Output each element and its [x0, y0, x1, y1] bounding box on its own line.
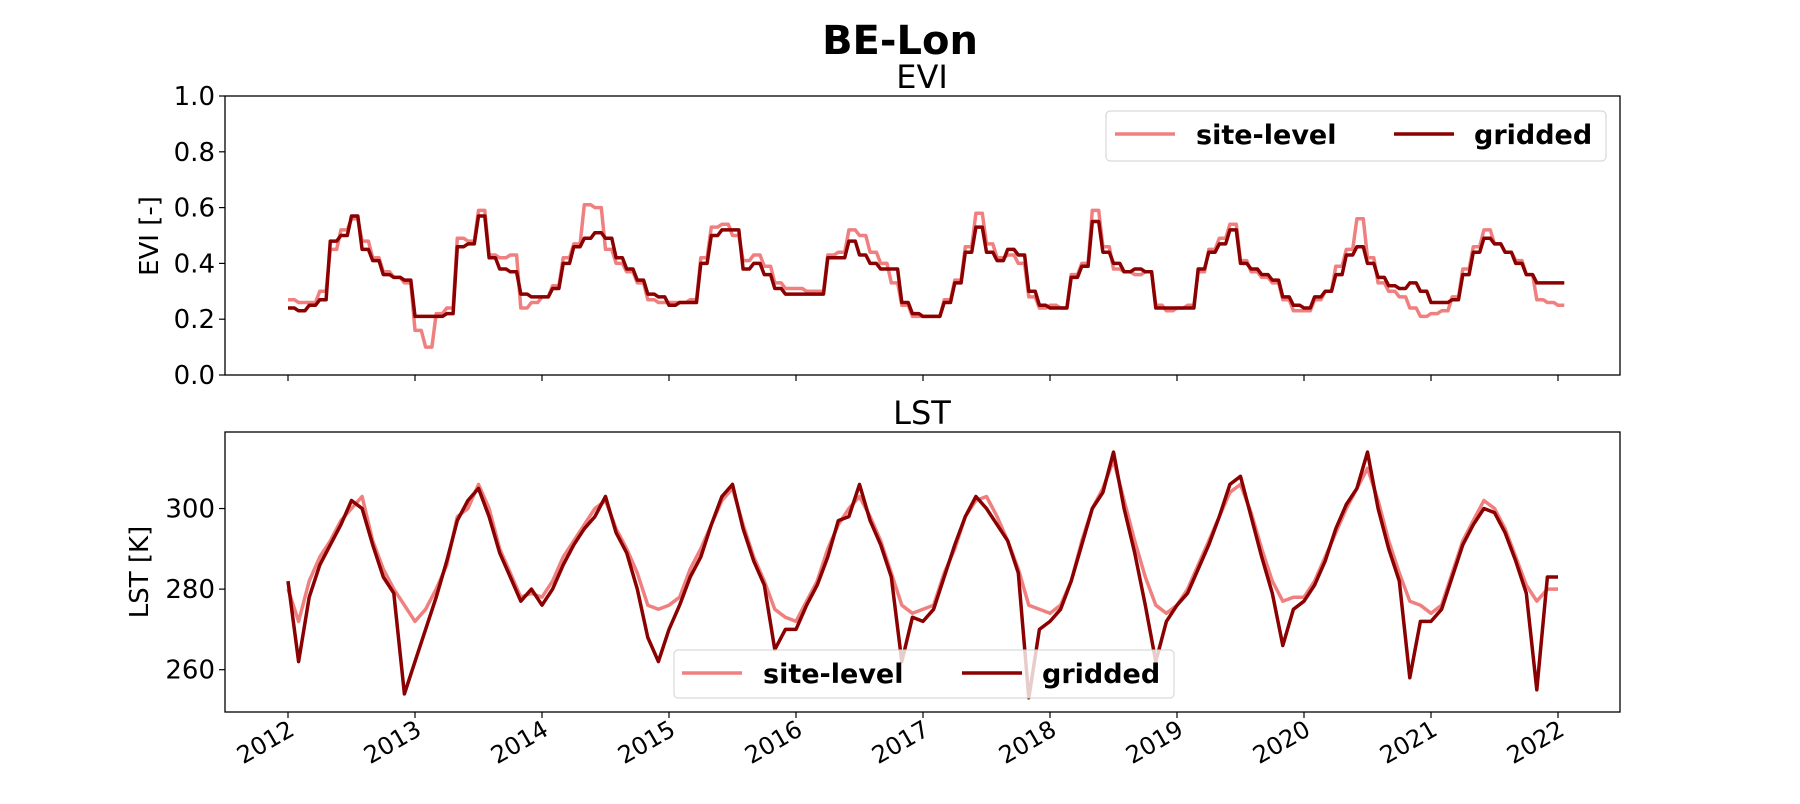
evi-panel-title: EVI [896, 58, 948, 96]
lst-x-tick-label: 2017 [867, 715, 934, 770]
lst-panel-title: LST [893, 394, 951, 432]
evi-panel: EVI EVI [-] 0.0 0.2 0.4 0.6 0.8 1.0 site-leve… [135, 58, 1621, 391]
lst-x-tick-label: 2019 [1121, 715, 1188, 770]
lst-x-tick-label: 2016 [740, 715, 807, 770]
evi-y-tick-label: 0.6 [174, 194, 215, 224]
lst-legend-box [673, 649, 1175, 699]
evi-y-tick-label: 0.0 [174, 361, 215, 391]
lst-panel: LST LST [K] 260 280 300 2012 2013 2014 2015 201… [125, 394, 1621, 770]
lst-x-tick-label: 2021 [1375, 715, 1442, 770]
evi-y-tick-label: 0.2 [174, 305, 215, 335]
evi-y-tick-label: 1.0 [174, 82, 215, 112]
lst-x-tick-label: 2020 [1248, 715, 1315, 770]
evi-series-gridded [288, 214, 1565, 319]
evi-legend-gridded-label: gridded [1474, 120, 1592, 151]
lst-legend: site-level gridded [673, 649, 1175, 699]
figure-title: BE-Lon [822, 18, 978, 64]
lst-legend-gridded-label: gridded [1042, 659, 1160, 690]
evi-y-axis-label: EVI [-] [135, 196, 165, 276]
evi-plot-area: 0.0 0.2 0.4 0.6 0.8 1.0 [174, 82, 1565, 391]
lst-legend-site-level-label: site-level [763, 659, 903, 690]
lst-series-gridded [286, 450, 1558, 700]
lst-x-tick-label: 2015 [613, 715, 680, 770]
lst-axes-frame [224, 431, 1621, 713]
lst-x-tick-label: 2022 [1502, 715, 1569, 770]
lst-x-tick-label: 2014 [486, 715, 553, 770]
evi-y-tick-label: 0.4 [174, 249, 215, 279]
lst-y-tick-label: 280 [165, 575, 215, 605]
lst-plot-area: 260 280 300 2012 2013 2014 2015 2016 2017 2018 201… [165, 450, 1569, 770]
lst-y-tick-label: 300 [165, 495, 215, 525]
evi-y-tick-label: 0.8 [174, 138, 215, 168]
lst-y-axis-label: LST [K] [125, 526, 155, 618]
evi-legend-site-level-label: site-level [1196, 120, 1336, 151]
lst-x-tick-label: 2012 [232, 715, 299, 770]
evi-series-site-level [288, 203, 1565, 349]
lst-x-tick-label: 2013 [359, 715, 426, 770]
evi-legend: site-level gridded [1105, 110, 1607, 162]
evi-axes-frame [224, 95, 1621, 376]
lst-series-site-level [286, 458, 1558, 624]
lst-x-tick-label: 2018 [994, 715, 1061, 770]
evi-legend-box [1105, 110, 1607, 162]
lst-y-tick-label: 260 [165, 656, 215, 686]
